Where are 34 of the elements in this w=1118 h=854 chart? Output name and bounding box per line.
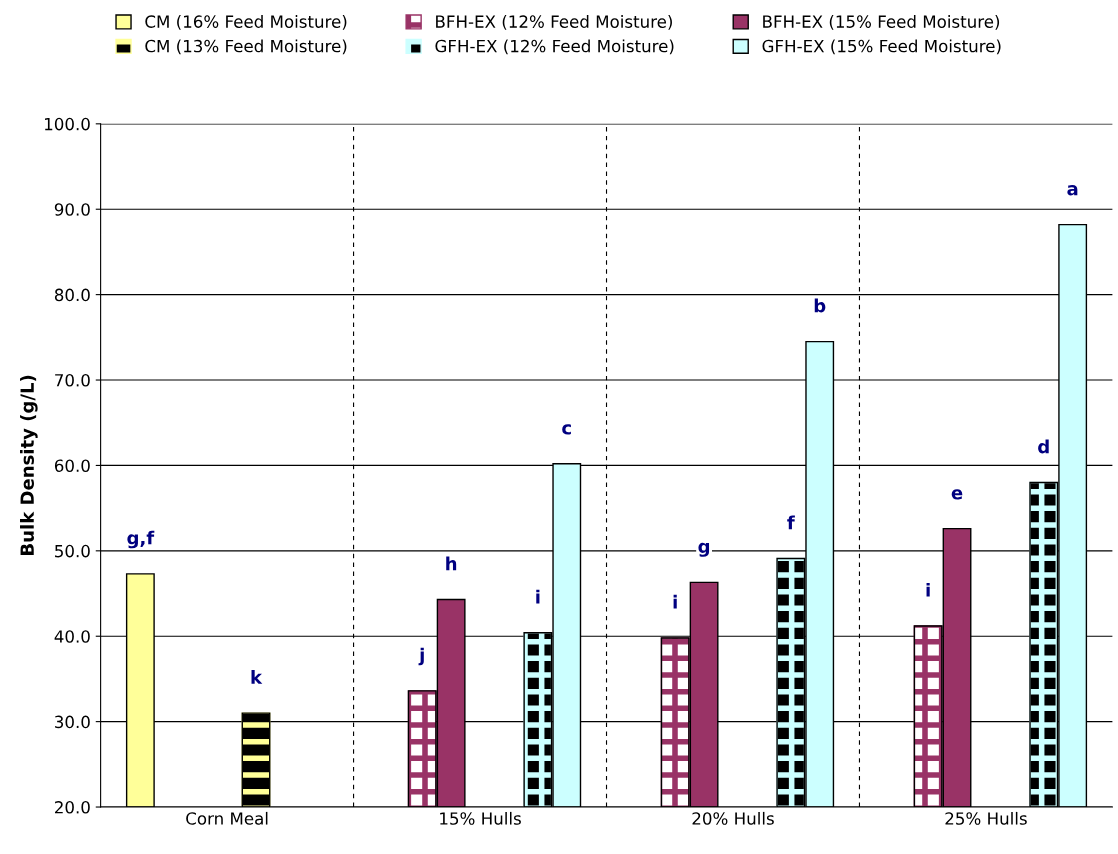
- data-label: g: [698, 542, 710, 557]
- x-tick-label: 20% Hulls: [692, 811, 774, 825]
- data-label: g,f: [127, 530, 155, 549]
- data-label: j: [418, 647, 424, 666]
- data-label: e: [951, 489, 963, 500]
- data-label: i: [926, 582, 930, 597]
- y-tick-label: 90.0: [54, 203, 90, 216]
- legend-label: CM (13% Feed Moisture): [145, 39, 347, 55]
- y-tick-label: 20.0: [55, 800, 90, 814]
- data-label: k: [251, 670, 263, 684]
- legend-label: GFH-EX (15% Feed Moisture): [762, 39, 1001, 55]
- legend-label: BFH-EX (12% Feed Moisture): [436, 15, 672, 30]
- y-tick-label: 40.0: [54, 630, 90, 643]
- y-tick-label: 80.0: [54, 288, 90, 302]
- y-tick-label: 30.0: [55, 715, 90, 729]
- legend-label: CM (16% Feed Moisture): [145, 15, 347, 30]
- y-tick-label: 60.0: [54, 459, 90, 472]
- y-axis-title: Bulk Density (g/L): [20, 375, 38, 555]
- x-tick-label: Corn Meal: [186, 811, 268, 825]
- y-tick-label: 70.0: [55, 373, 90, 387]
- x-tick-label: 15% Hulls: [440, 811, 521, 825]
- data-label: b: [814, 298, 826, 313]
- y-tick-label: 50.0: [55, 544, 90, 558]
- data-label: d: [1038, 439, 1049, 454]
- legend-label: BFH-EX (15% Feed Moisture): [763, 15, 1000, 30]
- data-label: a: [1067, 185, 1078, 196]
- y-tick-label: 100.0: [45, 117, 90, 131]
- x-tick-label: 25% Hulls: [945, 811, 1027, 825]
- data-label: i: [536, 589, 540, 604]
- data-label: f: [787, 515, 795, 530]
- data-label: i: [673, 594, 677, 609]
- data-label: c: [562, 424, 571, 435]
- legend-label: GFH-EX (12% Feed Moisture): [435, 39, 674, 55]
- data-label: h: [446, 556, 457, 571]
